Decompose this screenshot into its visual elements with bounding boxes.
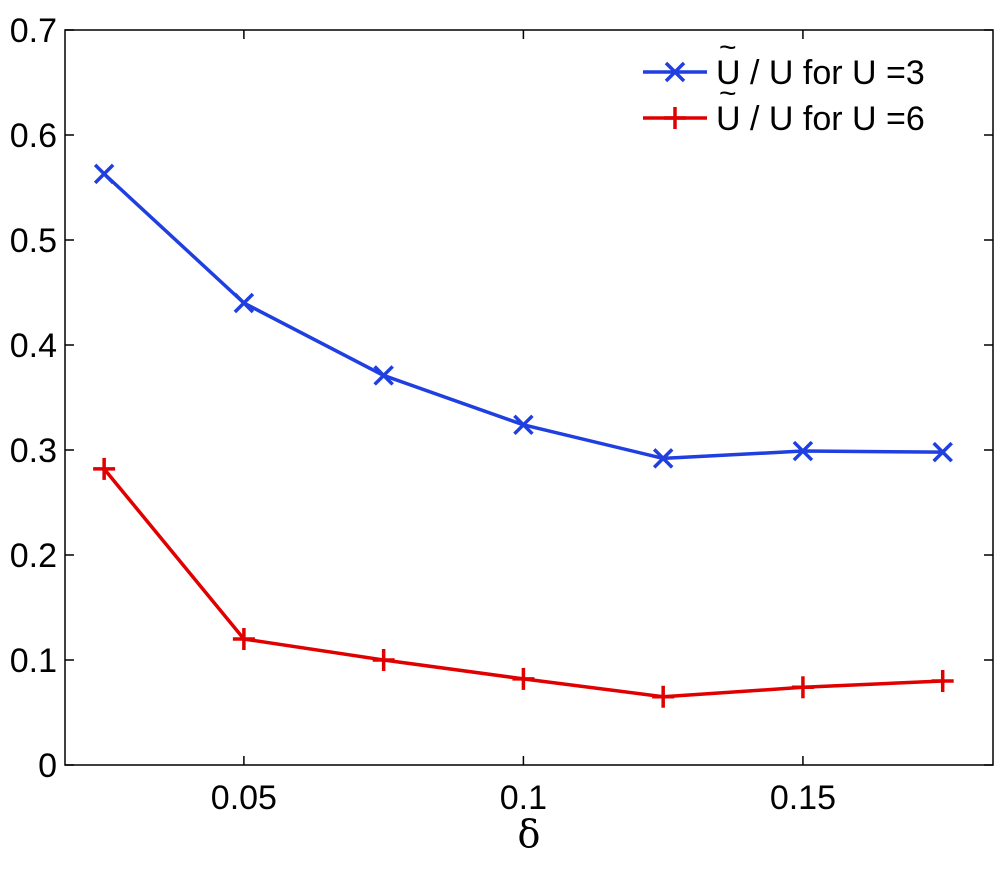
data-point [93,457,116,480]
data-point [232,628,255,650]
data-point [652,448,674,469]
y-tick-label: 0.5 [10,222,57,260]
data-point [792,440,814,462]
legend-entry: ~U / U for U =3 [643,31,925,92]
data-point [373,365,394,386]
data-point [931,670,954,692]
legend-marker [664,107,686,129]
marker-stroke [932,441,953,463]
y-tick-label: 0.3 [10,432,57,470]
legend-entry: ~U / U for U =6 [643,77,925,138]
data-point [513,414,534,436]
data-point [93,163,115,185]
plot-frame [64,29,994,766]
x-tick-label: 0.05 [211,779,277,817]
data-point [791,676,814,699]
series-layer [93,163,954,708]
data-point [512,667,535,690]
marker-stroke [664,61,686,83]
marker-stroke [792,440,814,462]
legend-label: U / U for U =3 [716,54,925,92]
legend-tilde: ~ [719,31,737,64]
x-tick-label: 0.1 [500,779,547,817]
series-1 [93,163,953,469]
y-tick-label: 0 [38,747,57,785]
marker-stroke [93,163,115,185]
marker-stroke [513,414,534,436]
axes-layer: 0.05 0.1 0.15 0 0.1 0.2 0.3 0.4 0.5 0.6 0.7 [10,12,994,817]
y-tick-label: 0.2 [10,537,57,575]
data-point [233,292,255,314]
legend: ~U / U for U =3~U / U for U =6 [643,31,925,138]
marker-stroke [233,292,255,314]
y-tick-label: 0.6 [10,117,57,155]
marker-stroke [373,365,394,386]
legend-marker [664,61,686,83]
data-point [652,685,675,708]
y-tick-label: 0.4 [10,327,57,365]
data-point [372,649,395,671]
y-tick-label: 0.7 [10,12,57,50]
x-axis-label: δ [518,812,541,856]
data-point [932,441,953,463]
legend-tilde: ~ [719,77,737,110]
y-tick-label: 0.1 [10,642,57,680]
marker-stroke [652,448,674,469]
x-tick-label: 0.15 [770,779,836,817]
series-2 [93,457,954,708]
legend-label: U / U for U =6 [716,100,925,138]
